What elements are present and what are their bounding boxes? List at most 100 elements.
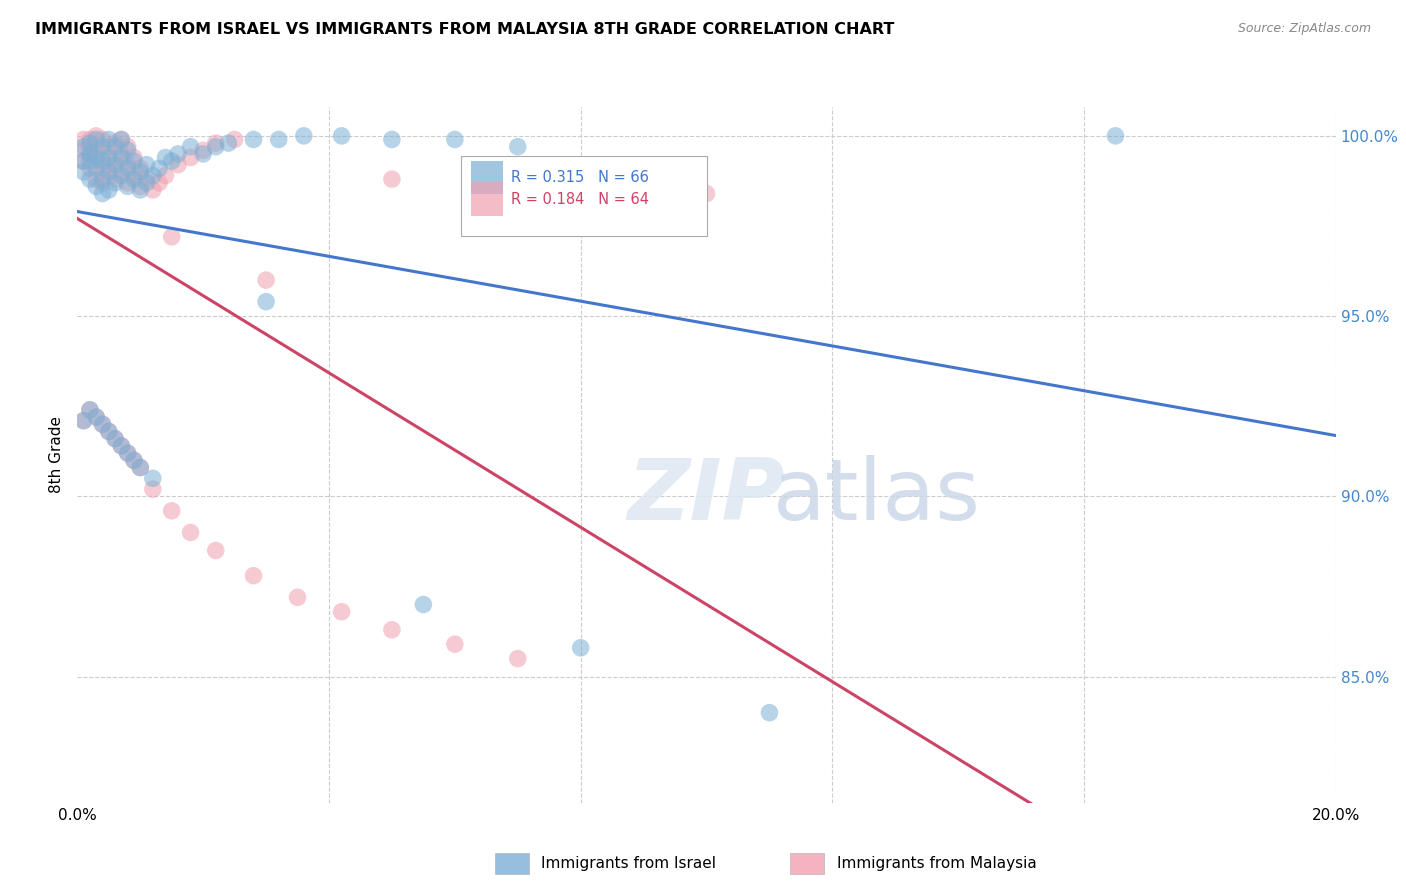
Point — [696, 186, 718, 201]
Point — [117, 446, 139, 460]
Text: Source: ZipAtlas.com: Source: ZipAtlas.com — [1237, 22, 1371, 36]
Point — [191, 147, 215, 161]
Point — [97, 425, 120, 439]
Point — [254, 273, 277, 287]
Point — [117, 446, 139, 460]
Point — [381, 172, 404, 186]
Point — [91, 161, 114, 176]
Point — [135, 172, 157, 186]
Point — [84, 410, 107, 425]
Point — [117, 158, 139, 172]
Point — [180, 151, 202, 165]
Point — [91, 154, 114, 169]
Point — [97, 132, 120, 146]
Point — [91, 417, 114, 432]
Point — [412, 598, 434, 612]
Point — [1104, 128, 1126, 143]
Point — [160, 154, 183, 169]
Point — [167, 158, 190, 172]
Point — [91, 147, 114, 161]
Point — [110, 132, 132, 146]
Point — [122, 453, 145, 467]
Point — [155, 169, 177, 183]
Point — [129, 161, 152, 176]
Point — [148, 161, 170, 176]
Text: ZIP: ZIP — [627, 455, 786, 538]
Point — [104, 172, 127, 186]
Point — [129, 183, 152, 197]
Point — [84, 410, 107, 425]
Point — [97, 425, 120, 439]
Text: atlas: atlas — [772, 455, 980, 538]
Point — [91, 176, 114, 190]
Point — [381, 132, 404, 146]
Point — [84, 128, 107, 143]
Point — [72, 414, 94, 428]
Point — [135, 158, 157, 172]
Point — [129, 165, 152, 179]
Point — [287, 591, 309, 605]
Point — [117, 139, 139, 153]
Point — [160, 504, 183, 518]
Point — [204, 136, 226, 150]
Point — [91, 417, 114, 432]
Text: IMMIGRANTS FROM ISRAEL VS IMMIGRANTS FROM MALAYSIA 8TH GRADE CORRELATION CHART: IMMIGRANTS FROM ISRAEL VS IMMIGRANTS FRO… — [35, 22, 894, 37]
Point — [110, 165, 132, 179]
Point — [72, 154, 94, 169]
Point — [72, 139, 94, 153]
Point — [97, 165, 120, 179]
Point — [84, 172, 107, 186]
Point — [72, 414, 94, 428]
Point — [217, 136, 239, 150]
Point — [84, 151, 107, 165]
Point — [72, 165, 94, 179]
Bar — [471, 182, 503, 216]
Point — [444, 132, 467, 146]
Point — [142, 471, 165, 485]
Point — [142, 183, 165, 197]
Point — [79, 147, 101, 161]
Point — [506, 139, 529, 153]
Point — [330, 605, 353, 619]
Point — [135, 176, 157, 190]
Point — [79, 132, 101, 146]
Point — [104, 432, 127, 446]
Point — [167, 147, 190, 161]
Point — [79, 402, 101, 417]
Point — [110, 169, 132, 183]
Point — [79, 154, 101, 169]
Point — [180, 139, 202, 153]
Point — [117, 161, 139, 176]
Point — [160, 229, 183, 244]
Point — [84, 143, 107, 157]
Point — [142, 482, 165, 496]
Point — [122, 453, 145, 467]
Point — [79, 147, 101, 161]
Point — [91, 139, 114, 153]
Point — [79, 172, 101, 186]
Point — [104, 136, 127, 150]
Point — [97, 158, 120, 172]
Point — [91, 132, 114, 146]
Point — [204, 139, 226, 153]
Point — [122, 172, 145, 186]
Point — [180, 525, 202, 540]
Point — [569, 640, 592, 655]
Point — [381, 623, 404, 637]
Point — [117, 143, 139, 157]
FancyBboxPatch shape — [461, 156, 707, 235]
Point — [72, 154, 94, 169]
Point — [104, 176, 127, 190]
Point — [110, 151, 132, 165]
Point — [79, 139, 101, 153]
Point — [242, 568, 264, 582]
Point — [97, 151, 120, 165]
Y-axis label: 8th Grade: 8th Grade — [49, 417, 65, 493]
Point — [104, 154, 127, 169]
Point — [91, 172, 114, 186]
Point — [129, 460, 152, 475]
Point — [155, 151, 177, 165]
Point — [224, 132, 246, 146]
Point — [79, 136, 101, 150]
Point — [117, 176, 139, 190]
